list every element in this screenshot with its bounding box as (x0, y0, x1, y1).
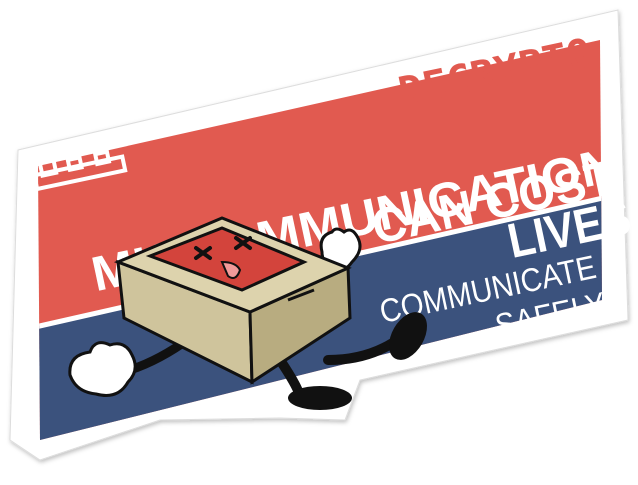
mascot-disk-slot (287, 288, 315, 302)
mascot-left-glove (68, 341, 137, 397)
mascot-tongue (220, 260, 242, 279)
mascot-left-shoe (288, 386, 352, 410)
decrypto-logo-icon (31, 149, 128, 192)
mascot-dead-eyes-icon (194, 236, 252, 260)
mascot-right-shoe (389, 312, 427, 360)
broken-computer-mascot-icon (68, 216, 427, 410)
mascot-screen (145, 226, 308, 292)
